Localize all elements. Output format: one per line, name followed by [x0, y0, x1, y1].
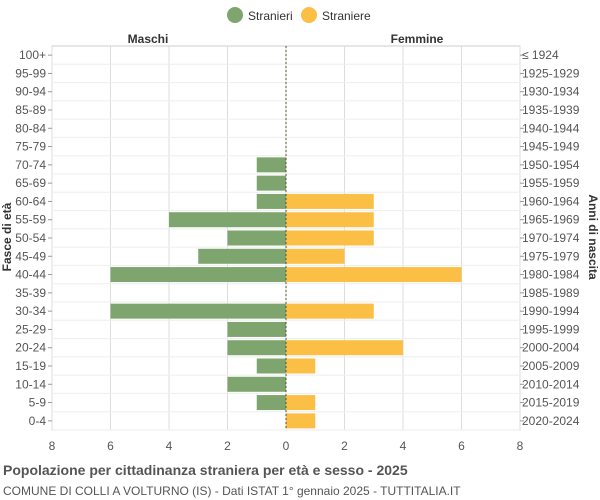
birth-year-label: 1945-1949: [522, 140, 580, 154]
bar-male: [227, 230, 286, 246]
bar-female: [286, 212, 374, 228]
bar-male: [256, 358, 286, 374]
birth-year-label: 1965-1969: [522, 213, 580, 227]
birth-year-label: 1930-1934: [522, 85, 580, 99]
age-group-label: 100+: [19, 48, 46, 62]
age-group-label: 90-94: [15, 85, 46, 99]
bar-male: [169, 212, 286, 228]
age-group-label: 95-99: [15, 66, 46, 80]
right-header-femmine: Femmine: [391, 32, 444, 46]
bar-female: [286, 248, 345, 264]
y-axis-label-left: Fasce di età: [0, 202, 14, 271]
x-tick-label: 0: [283, 439, 290, 453]
birth-year-label: 1950-1954: [522, 158, 580, 172]
birth-year-label: 2005-2009: [522, 359, 580, 373]
birth-year-label: 1970-1974: [522, 231, 580, 245]
age-group-label: 0-4: [29, 414, 47, 428]
birth-year-label: 2015-2019: [522, 396, 580, 410]
age-group-label: 75-79: [15, 140, 46, 154]
age-group-label: 15-19: [15, 359, 46, 373]
birth-year-label: 1925-1929: [522, 66, 580, 80]
x-tick-label: 6: [107, 439, 114, 453]
birth-year-label: 1980-1984: [522, 268, 580, 282]
age-group-label: 20-24: [15, 341, 46, 355]
bar-male: [256, 193, 286, 209]
age-group-label: 50-54: [15, 231, 46, 245]
age-group-label: 35-39: [15, 286, 46, 300]
bar-female: [286, 303, 374, 319]
bar-female: [286, 230, 374, 246]
birth-year-label: 2010-2014: [522, 377, 580, 391]
bar-female: [286, 340, 403, 356]
bar-female: [286, 193, 374, 209]
bar-male: [256, 157, 286, 173]
y-axis-label-right: Anni di nascita: [586, 194, 600, 280]
birth-year-label: 1935-1939: [522, 103, 580, 117]
bar-male: [110, 267, 286, 283]
birth-year-label: ≤ 1924: [522, 48, 559, 62]
x-tick-label: 8: [517, 439, 524, 453]
bars-group: [110, 157, 462, 429]
x-tick-label: 4: [400, 439, 407, 453]
x-tick-label: 2: [341, 439, 348, 453]
legend-marker-stranieri: [227, 7, 243, 23]
legend-label-straniere: Straniere: [322, 9, 371, 23]
age-group-label: 55-59: [15, 213, 46, 227]
age-group-label: 80-84: [15, 121, 46, 135]
population-pyramid-chart: 8 6 4 2 0 2 4 6 8 100+ ≤ 1924 95-99 1925-1929 90-94 19…: [0, 7, 600, 453]
age-group-label: 10-14: [15, 377, 46, 391]
legend: Stranieri Straniere: [227, 7, 371, 23]
birth-year-label: 1985-1989: [522, 286, 580, 300]
bar-male: [198, 248, 286, 264]
age-group-label: 5-9: [29, 396, 47, 410]
bar-male: [256, 175, 286, 191]
bar-male: [227, 321, 286, 337]
x-tick-label: 6: [458, 439, 465, 453]
x-tick-label: 2: [224, 439, 231, 453]
birth-year-label: 1990-1994: [522, 304, 580, 318]
bar-male: [227, 376, 286, 392]
birth-year-label: 2000-2004: [522, 341, 580, 355]
age-group-label: 70-74: [15, 158, 46, 172]
bar-female: [286, 267, 462, 283]
left-header-maschi: Maschi: [128, 32, 169, 46]
age-group-label: 40-44: [15, 268, 46, 282]
chart-subtitle: COMUNE DI COLLI A VOLTURNO (IS) - Dati I…: [3, 484, 461, 498]
legend-label-stranieri: Stranieri: [248, 9, 293, 23]
legend-marker-straniere: [301, 7, 317, 23]
birth-year-label: 1960-1964: [522, 194, 580, 208]
bar-male: [256, 395, 286, 411]
birth-year-label: 1940-1944: [522, 121, 580, 135]
age-group-label: 30-34: [15, 304, 46, 318]
bar-female: [286, 413, 316, 429]
birth-year-label: 1955-1959: [522, 176, 580, 190]
bar-female: [286, 395, 316, 411]
chart-title: Popolazione per cittadinanza straniera p…: [3, 462, 408, 478]
x-tick-label: 4: [166, 439, 173, 453]
birth-year-label: 1995-1999: [522, 322, 580, 336]
age-group-label: 85-89: [15, 103, 46, 117]
x-tick-label: 8: [49, 439, 56, 453]
bar-female: [286, 358, 316, 374]
bar-male: [227, 340, 286, 356]
age-group-label: 60-64: [15, 194, 46, 208]
bar-male: [110, 303, 286, 319]
age-group-label: 45-49: [15, 249, 46, 263]
age-group-label: 25-29: [15, 322, 46, 336]
age-group-label: 65-69: [15, 176, 46, 190]
axis-group: 8 6 4 2 0 2 4 6 8 100+ ≤ 1924 95-99 1925-1929 90-94 19…: [15, 46, 580, 453]
birth-year-label: 1975-1979: [522, 249, 580, 263]
birth-year-label: 2020-2024: [522, 414, 580, 428]
